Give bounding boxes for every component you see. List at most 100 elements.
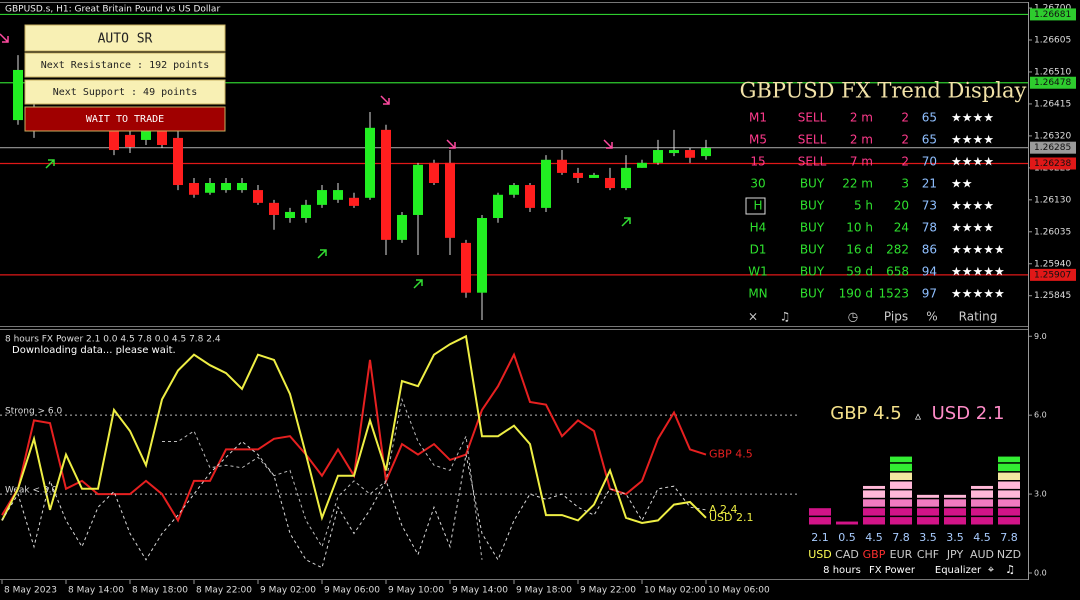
arrow xyxy=(317,249,327,259)
x-tick-label: 10 May 06:00 xyxy=(708,586,770,596)
x-tick-label: 8 May 18:00 xyxy=(132,586,188,596)
eq-footer: FX Power xyxy=(869,565,916,576)
arrow xyxy=(446,139,456,149)
arrow xyxy=(380,95,390,105)
eq-value: 3.5 xyxy=(919,531,937,544)
eq-segment xyxy=(917,499,939,507)
eq-segment xyxy=(971,499,993,507)
eq-segment xyxy=(998,517,1020,525)
candle-body xyxy=(141,129,151,140)
table-icon: ◷ xyxy=(848,310,859,324)
eq-bar xyxy=(809,508,831,525)
eq-segment xyxy=(863,517,885,525)
candle-body xyxy=(189,183,199,195)
sr-status: WAIT TO TRADE xyxy=(86,114,164,125)
signal: SELL xyxy=(798,155,827,169)
candle-body xyxy=(605,177,615,189)
eq-icon: ⌖ xyxy=(988,563,994,576)
candle-body xyxy=(477,218,487,293)
eq-value: 7.8 xyxy=(892,531,910,544)
eq-segment xyxy=(944,499,966,507)
timeframe: 15 xyxy=(750,155,765,169)
eq-segment xyxy=(890,499,912,507)
candle-body xyxy=(333,190,343,200)
price-tag xyxy=(1030,141,1076,154)
timeframe: M1 xyxy=(749,111,767,125)
table-icon: ♫ xyxy=(780,310,791,324)
candle-body xyxy=(413,164,423,215)
eq-bar xyxy=(836,521,858,525)
eq-segment xyxy=(890,456,912,463)
trend-title: GBPUSD FX Trend Display xyxy=(740,79,1027,103)
percent: 73 xyxy=(922,199,937,213)
price-tag-label: 1.26478 xyxy=(1034,78,1071,88)
eq-segment xyxy=(890,508,912,516)
y-tick-label: 0.0 xyxy=(1034,569,1047,578)
eq-category: NZD xyxy=(997,548,1021,561)
eq-category: CAD xyxy=(835,548,859,561)
eq-category: CHF xyxy=(917,548,939,561)
series-line xyxy=(1,440,707,569)
candle-body xyxy=(509,185,519,195)
duration: 59 d xyxy=(846,265,873,279)
eq-segment xyxy=(998,499,1020,507)
current-timeframe-box xyxy=(745,197,766,215)
pips: 20 xyxy=(894,199,909,213)
eq-segment xyxy=(890,472,912,480)
percent: 65 xyxy=(922,133,937,147)
rating: ★★★★★ xyxy=(951,265,1005,279)
arrow xyxy=(603,139,613,149)
y-tick-label: 3.0 xyxy=(1034,490,1047,499)
duration: 2 m xyxy=(850,111,873,125)
timeframe: M5 xyxy=(749,133,767,147)
rating: ★★★★ xyxy=(951,111,994,125)
series-label: GBP 4.5 xyxy=(709,448,753,461)
candle-body xyxy=(685,150,695,158)
duration: 5 h xyxy=(854,199,873,213)
price-tag-label: 1.26681 xyxy=(1034,10,1071,20)
candle-body xyxy=(221,183,231,191)
eq-bar xyxy=(944,494,966,525)
eq-bar xyxy=(890,456,912,525)
table-footer: Rating xyxy=(959,310,998,324)
eq-segment xyxy=(809,508,831,516)
y-tick-label: 1.25940 xyxy=(1034,259,1071,269)
pips: 2 xyxy=(901,155,909,169)
candle-body xyxy=(317,190,327,205)
price-tag-label: 1.26238 xyxy=(1034,159,1071,169)
y-tick-label: 1.26130 xyxy=(1034,195,1071,205)
percent: 65 xyxy=(922,111,937,125)
duration: 2 m xyxy=(850,133,873,147)
eq-segment xyxy=(890,517,912,525)
eq-footer: Equalizer xyxy=(935,565,982,576)
sr-support: Next Support : 49 points xyxy=(53,87,198,98)
eq-segment xyxy=(971,485,993,489)
percent: 97 xyxy=(922,287,937,301)
x-tick-label: 10 May 02:00 xyxy=(644,586,706,596)
y-tick-label: 1.26035 xyxy=(1034,227,1071,237)
power-panel: 8 hours FX Power 2.1 0.0 4.5 7.8 0.0 4.5… xyxy=(0,332,1047,578)
signal: BUY xyxy=(800,199,825,213)
table-footer: Pips xyxy=(884,310,908,324)
candle-body xyxy=(253,190,263,203)
eq-segment xyxy=(998,463,1020,472)
y-tick-label: 1.26605 xyxy=(1034,36,1071,46)
arrow xyxy=(413,279,423,289)
eq-value: 2.1 xyxy=(811,531,829,544)
sr-title-box xyxy=(24,24,226,52)
sr-status-box xyxy=(24,106,226,132)
series-line xyxy=(1,334,707,525)
arrow xyxy=(45,159,55,169)
y-tick-label: 1.26415 xyxy=(1034,99,1071,109)
eq-segment xyxy=(944,494,966,498)
sr-resistance: Next Resistance : 192 points xyxy=(41,60,210,71)
duration: 22 m xyxy=(842,177,873,191)
price-tag-label: 1.25907 xyxy=(1034,270,1071,280)
rating: ★★★★★ xyxy=(951,287,1005,301)
eq-category: USD xyxy=(808,548,832,561)
eq-segment xyxy=(998,481,1020,489)
eq-segment xyxy=(836,521,858,525)
eq-footer: 8 hours xyxy=(823,565,861,576)
timeframe: MN xyxy=(748,287,767,301)
